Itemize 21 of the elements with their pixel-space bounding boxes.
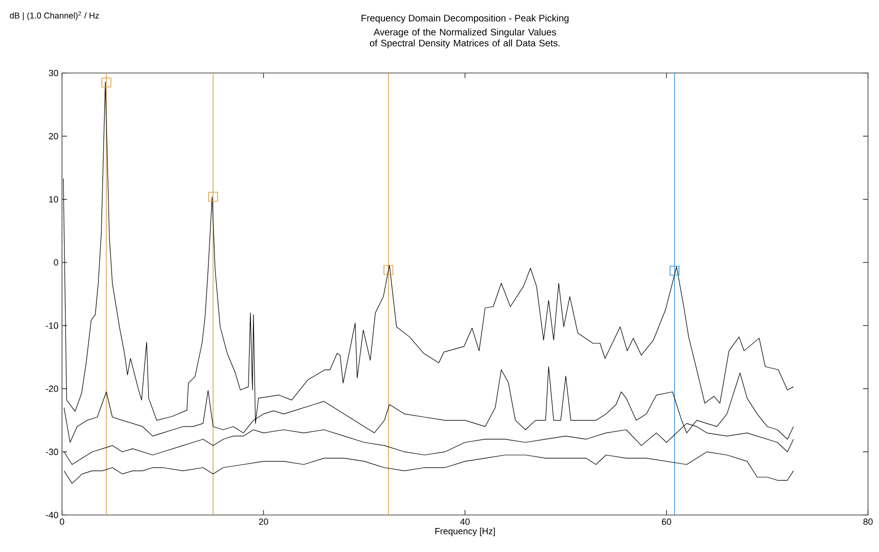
y-tick-label: 0	[54, 259, 58, 266]
y-tick-label: 20	[48, 132, 58, 140]
y-tick-label: 10	[49, 196, 58, 202]
y-tick-label: -10	[46, 322, 58, 329]
y-tick-label: 30	[48, 70, 58, 76]
chart-subtitle: Average of the Normalized Singular Values of Spectral Density Matrices of all Data Sets.	[370, 28, 560, 48]
chart-title: Frequency Domain Decomposition - Peak Picking	[362, 14, 569, 24]
x-tick-label: 20	[258, 518, 268, 525]
x-tick-label: 40	[460, 518, 470, 525]
point	[101, 78, 112, 88]
text: dB | (1.0 Channel)$^{2}$ / Hz	[10, 12, 99, 20]
y-tick-label: -40	[46, 512, 58, 518]
point	[208, 192, 218, 202]
y-tick-label: -20	[46, 386, 58, 392]
y-tick-label: -30	[46, 448, 58, 456]
x-axis-title: Frequency [Hz]	[435, 528, 495, 536]
x-tick-label: 80	[863, 518, 873, 525]
x-tick-label: 0	[60, 518, 64, 525]
point	[670, 266, 680, 276]
point	[384, 265, 394, 275]
x-tick-label: 60	[662, 518, 672, 525]
